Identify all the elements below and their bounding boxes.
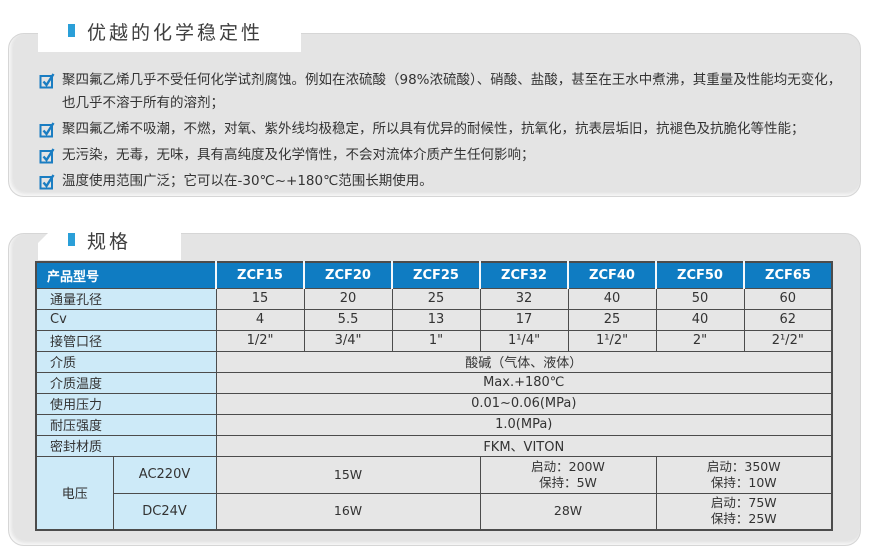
column-header-model: ZCF20 [303,261,393,289]
bullet-item: 聚四氟乙烯不吸潮，不燃，对氧、紫外线均极稳定，所以具有优异的耐候性，抗氧化，抗表… [39,118,842,141]
column-header-product-model: 产品型号 [35,261,217,289]
column-header-model: ZCF15 [215,261,305,289]
power-cell: 16W [215,492,481,531]
cell-value: 1¹/4" [479,329,569,352]
cell-value: 5.5 [303,308,393,331]
table-row-voltage-dc: DC24V 16W 28W 启动：75W 保持：25W [36,492,833,531]
cell-value: 20 [303,287,393,310]
column-header-model: ZCF32 [479,261,569,289]
bullet-item: 无污染，无毒，无味，具有高纯度及化学惰性，不会对流体介质产生任何影响； [39,144,842,167]
row-label: 接管口径 [35,329,217,352]
cell-value: 13 [391,308,481,331]
chemical-stability-panel: 聚四氟乙烯几乎不受任何化学试剂腐蚀。例如在浓硫酸（98%浓硫酸）、硝酸、盐酸，甚… [8,33,861,197]
checkbox-checked-icon [39,174,55,190]
cell-value: 50 [655,287,745,310]
voltage-sub-label: AC220V [112,455,217,494]
cell-value: 3/4" [303,329,393,352]
checkbox-checked-icon [39,73,55,89]
accent-square-icon [68,24,75,37]
cell-value: 60 [743,287,833,310]
table-row-medium-temp: 介质温度 Max.+180℃ [35,371,833,394]
power-cell: 28W [479,492,657,531]
column-header-model: ZCF40 [567,261,657,289]
cell-value: 25 [567,308,657,331]
specifications-tab: 规格 [38,221,181,260]
cell-value: FKM、VITON [215,434,833,457]
bullet-text: 聚四氟乙烯不吸潮，不燃，对氧、紫外线均极稳定，所以具有优异的耐候性，抗氧化，抗表… [62,121,805,137]
power-cell: 启动：75W 保持：25W [655,492,833,531]
checkbox-checked-icon [39,122,55,138]
spec-table: 产品型号 ZCF15 ZCF20 ZCF25 ZCF32 ZCF40 ZCF50… [35,261,834,531]
cell-value: 1/2" [215,329,305,352]
power-cell: 15W [215,455,481,494]
cell-value: 25 [391,287,481,310]
chemical-stability-tab: 优越的化学稳定性 [38,11,301,52]
cell-value: 4 [215,308,305,331]
column-header-model: ZCF50 [655,261,745,289]
row-label: 介质温度 [35,371,217,394]
table-row-medium: 介质 酸碱（气体、液体） [35,350,833,373]
table-row-cv: Cv 4 5.5 13 17 25 40 62 [35,308,833,331]
table-row-orifice: 通量孔径 15 20 25 32 40 50 60 [35,287,833,310]
bullet-text: 聚四氟乙烯几乎不受任何化学试剂腐蚀。例如在浓硫酸（98%浓硫酸）、硝酸、盐酸，甚… [62,72,842,111]
bullet-item: 温度使用范围广泛；它可以在-30℃~+180℃范围长期使用。 [39,170,842,193]
table-row-seal-material: 密封材质 FKM、VITON [35,434,833,457]
accent-square-icon [68,233,75,246]
cell-value: 2¹/2" [743,329,833,352]
row-label: 通量孔径 [35,287,217,310]
cell-value: 2" [655,329,745,352]
voltage-sub-label: DC24V [112,492,217,531]
cell-value: 1" [391,329,481,352]
column-header-model: ZCF25 [391,261,481,289]
row-label: 耐压强度 [35,413,217,436]
cell-value: 1¹/2" [567,329,657,352]
column-header-model: ZCF65 [743,261,833,289]
bullet-text: 无污染，无毒，无味，具有高纯度及化学惰性，不会对流体介质产生任何影响； [62,147,535,163]
bullet-text: 温度使用范围广泛；它可以在-30℃~+180℃范围长期使用。 [62,173,433,189]
bullet-list: 聚四氟乙烯几乎不受任何化学试剂腐蚀。例如在浓硫酸（98%浓硫酸）、硝酸、盐酸，甚… [9,34,860,193]
row-label: 使用压力 [35,392,217,415]
table-row-voltage-ac: 电压 AC220V 15W 启动：200W 保持：5W 启动：350W 保持：1… [35,455,833,531]
bullet-item: 聚四氟乙烯几乎不受任何化学试剂腐蚀。例如在浓硫酸（98%浓硫酸）、硝酸、盐酸，甚… [39,69,842,115]
cell-value: 17 [479,308,569,331]
power-cell: 启动：350W 保持：10W [655,455,833,494]
cell-value: 1.0(MPa) [215,413,833,436]
table-row-working-pressure: 使用压力 0.01~0.06(MPa) [35,392,833,415]
row-label: Cv [35,308,217,331]
power-cell: 启动：200W 保持：5W [479,455,657,494]
cell-value: 0.01~0.06(MPa) [215,392,833,415]
cell-value: 32 [479,287,569,310]
section-title: 优越的化学稳定性 [87,22,264,44]
cell-value: Max.+180℃ [215,371,833,394]
row-label: 介质 [35,350,217,373]
section-title: 规格 [87,231,132,253]
table-row-pipe-size: 接管口径 1/2" 3/4" 1" 1¹/4" 1¹/2" 2" 2¹/2" [35,329,833,352]
voltage-group-label: 电压 [35,455,114,531]
cell-value: 62 [743,308,833,331]
checkbox-checked-icon [39,148,55,164]
cell-value: 40 [655,308,745,331]
table-header-row: 产品型号 ZCF15 ZCF20 ZCF25 ZCF32 ZCF40 ZCF50… [35,261,833,289]
table-row-pressure-resistance: 耐压强度 1.0(MPa) [35,413,833,436]
cell-value: 15 [215,287,305,310]
cell-value: 酸碱（气体、液体） [215,350,833,373]
cell-value: 40 [567,287,657,310]
row-label: 密封材质 [35,434,217,457]
